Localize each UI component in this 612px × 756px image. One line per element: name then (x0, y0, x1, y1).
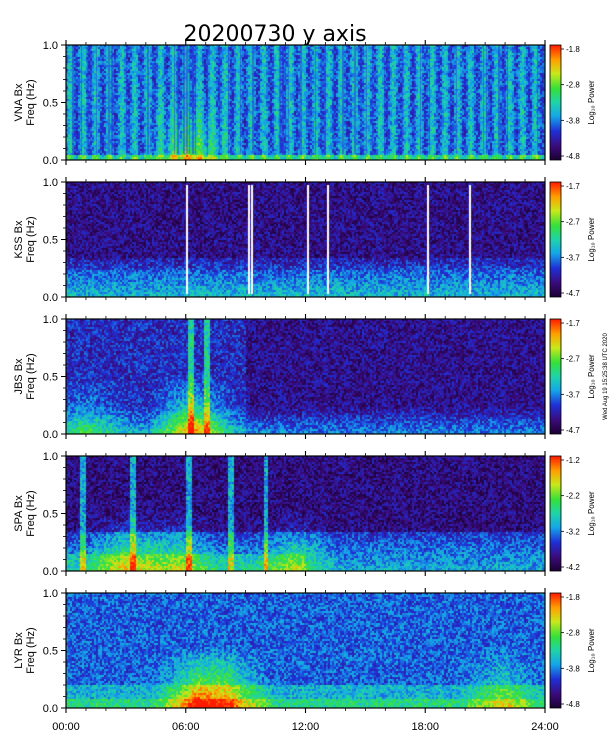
spectrogram-jbs (66, 319, 545, 434)
y-tick-label: 1.0 (43, 451, 58, 463)
colorbar-label: Log₁₀ Power (587, 80, 596, 125)
colorbar-tick-label: -4.2 (566, 563, 580, 572)
colorbar-vna (549, 44, 562, 161)
panel-vna: 0.0 0.5 1.0 VNA Bx Freq (Hz) -1.8 -2.8 -3.8 -4.8… (13, 40, 596, 167)
spectrogram-spa (66, 456, 545, 571)
colorbar-tick-label: -4.8 (566, 152, 580, 161)
y-axis-label-freq: Freq (Hz) (25, 490, 37, 536)
colorbar-tick-label: -1.8 (566, 45, 580, 54)
spectrogram-lyr (66, 593, 545, 708)
y-axis-label-station: SPA Bx (13, 495, 25, 532)
y-axis-label-freq: Freq (Hz) (25, 353, 37, 399)
y-axis-label-freq: Freq (Hz) (25, 79, 37, 125)
colorbar-label: Log₁₀ Power (587, 217, 596, 262)
colorbar-tick-label: -3.8 (566, 664, 580, 673)
colorbar-tick-label: -2.7 (566, 355, 580, 364)
x-tick-label: 12:00 (292, 721, 320, 733)
x-tick-label: 18:00 (411, 721, 439, 733)
colorbar-tick-label: -3.8 (566, 116, 580, 125)
colorbar-tick-label: -4.7 (566, 289, 580, 298)
colorbar-tick-label: -3.7 (566, 253, 580, 262)
y-axis-label-station: JBS Bx (13, 358, 25, 395)
x-tick-label: 24:00 (531, 721, 559, 733)
colorbar-lyr (549, 592, 562, 709)
colorbar-jbs (549, 318, 562, 435)
panel-lyr: 0.0 0.5 1.0 LYR Bx Freq (Hz) -1.8 -2.8 -3.8 -4.8… (13, 588, 596, 715)
y-tick-label: 0.0 (43, 429, 58, 441)
y-tick-label: 0.0 (43, 155, 58, 167)
y-axis-label-freq: Freq (Hz) (25, 216, 37, 262)
colorbar-tick-label: -1.7 (566, 319, 580, 328)
y-axis-label-station: LYR Bx (13, 632, 25, 669)
colorbar-tick-label: -4.8 (566, 700, 580, 709)
panel-kss: 0.0 0.5 1.0 KSS Bx Freq (Hz) -1.7 -2.7 -3.7 -4.7… (13, 177, 596, 304)
y-tick-label: 1.0 (43, 314, 58, 326)
x-axis-tick-labels: 00:00 06:00 12:00 18:00 24:00 (52, 721, 559, 733)
y-tick-label: 1.0 (43, 588, 58, 600)
colorbar-label: Log₁₀ Power (587, 354, 596, 399)
y-axis-label-station: KSS Bx (13, 220, 25, 258)
colorbar-tick-label: -1.7 (566, 182, 580, 191)
colorbar-tick-label: -3.7 (566, 390, 580, 399)
x-tick-label: 00:00 (52, 721, 80, 733)
colorbar-tick-label: -2.8 (566, 629, 580, 638)
y-tick-label: 0.5 (43, 372, 58, 384)
y-axis-label-station: VNA Bx (13, 83, 25, 121)
spectrogram-kss (66, 182, 545, 297)
processing-timestamp: Wed Aug 19 15:25:38 UTC 2020 (603, 333, 609, 420)
colorbar-spa (549, 455, 562, 572)
colorbar-tick-label: -2.2 (566, 492, 580, 501)
colorbar-label: Log₁₀ Power (587, 491, 596, 536)
colorbar-tick-label: -3.2 (566, 527, 580, 536)
y-tick-label: 0.5 (43, 646, 58, 658)
colorbar-tick-label: -1.8 (566, 593, 580, 602)
panel-spa: 0.0 0.5 1.0 SPA Bx Freq (Hz) -1.2 -2.2 -3.2 -4.2… (13, 451, 596, 578)
colorbar-tick-label: -4.7 (566, 426, 580, 435)
panel-jbs: 0.0 0.5 1.0 JBS Bx Freq (Hz) -1.7 -2.7 -3.7 -4.7… (13, 314, 596, 441)
y-tick-label: 0.5 (43, 235, 58, 247)
y-tick-label: 1.0 (43, 40, 58, 52)
y-tick-label: 0.0 (43, 292, 58, 304)
chart-title: 20200730 y axis (183, 22, 366, 47)
y-tick-label: 0.0 (43, 703, 58, 715)
y-tick-label: 0.5 (43, 98, 58, 110)
y-tick-label: 0.0 (43, 566, 58, 578)
colorbar-label: Log₁₀ Power (587, 628, 596, 673)
x-tick-label: 06:00 (172, 721, 200, 733)
colorbar-tick-label: -1.2 (566, 456, 580, 465)
y-tick-label: 1.0 (43, 177, 58, 189)
colorbar-kss (549, 181, 562, 298)
y-tick-label: 0.5 (43, 509, 58, 521)
y-axis-label-freq: Freq (Hz) (25, 627, 37, 673)
colorbar-tick-label: -2.7 (566, 218, 580, 227)
spectrogram-vna (66, 45, 545, 160)
colorbar-tick-label: -2.8 (566, 81, 580, 90)
